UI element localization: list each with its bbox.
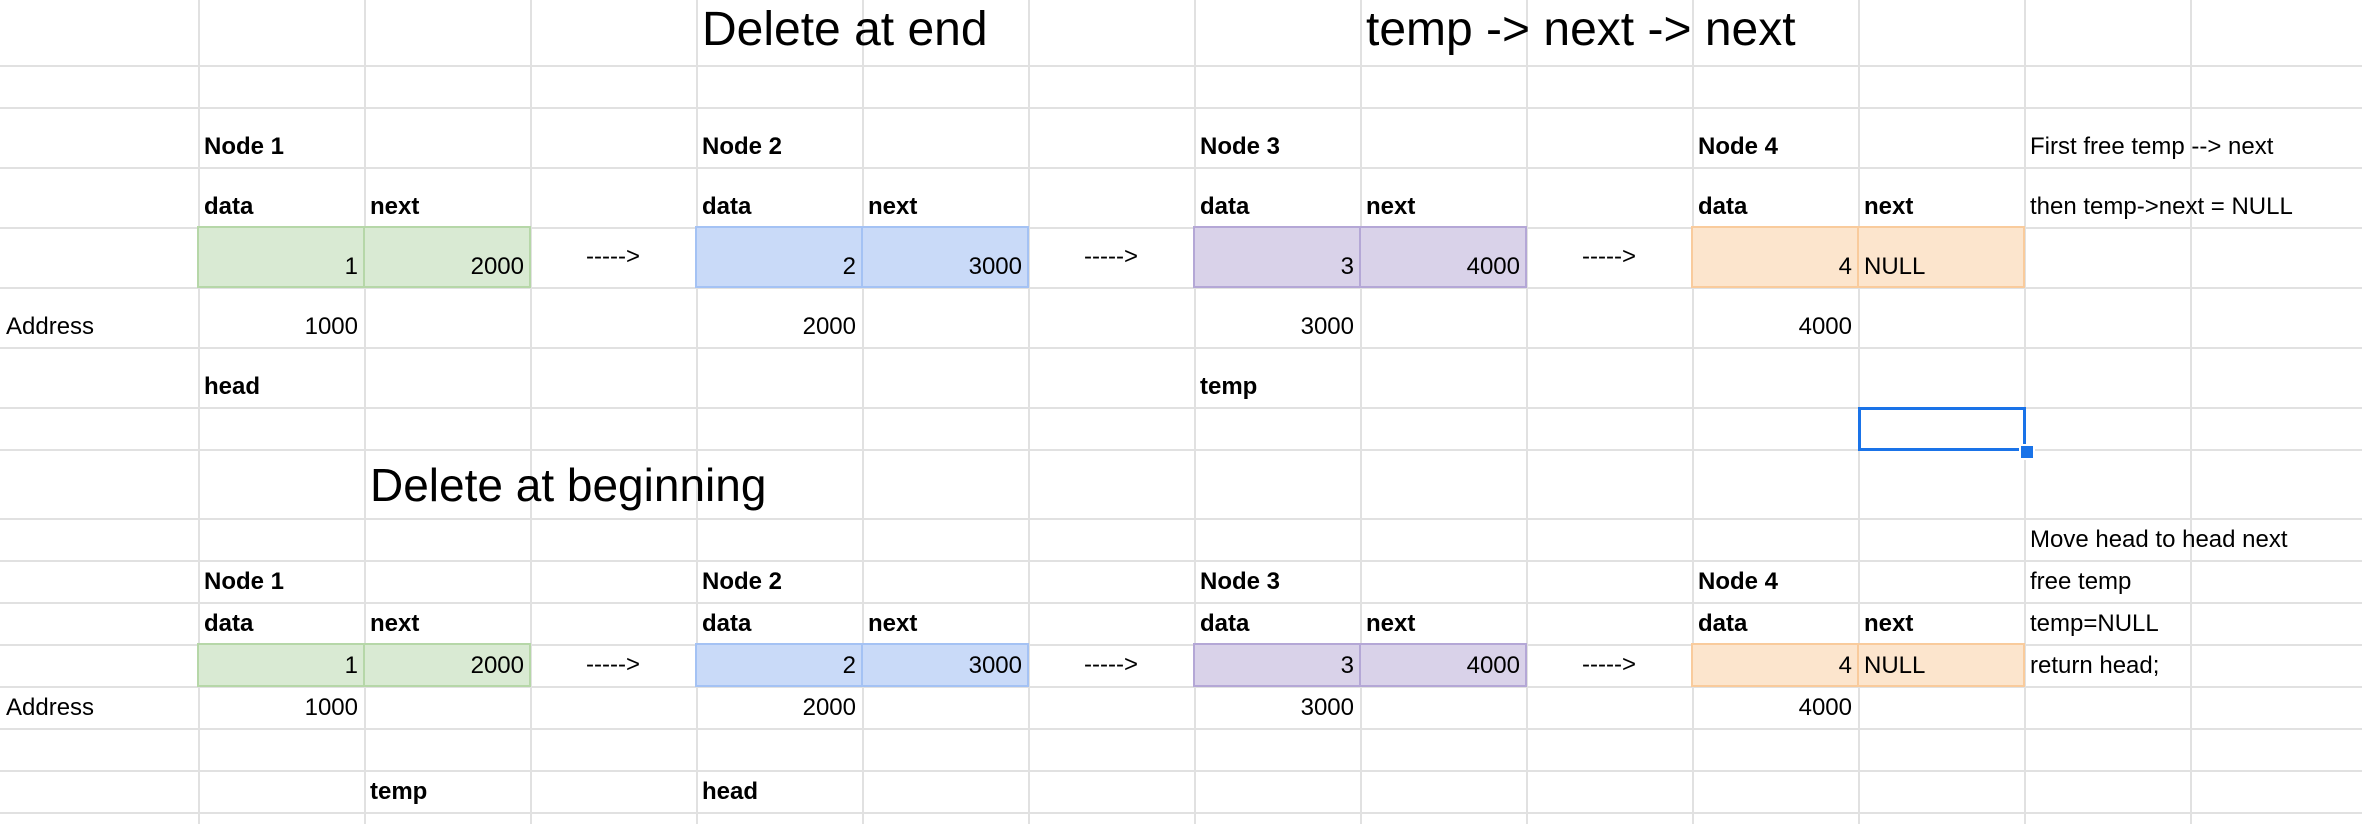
node2-data-cell[interactable]: 2 (695, 226, 863, 288)
gridline (2190, 0, 2192, 824)
arrow: -----> (1084, 243, 1138, 270)
data-header: data (702, 193, 752, 220)
node3-data-cell[interactable]: 3 (1193, 643, 1361, 687)
gridline (364, 0, 366, 824)
data-header: data (1200, 610, 1250, 637)
next-header: next (370, 610, 420, 637)
gridline (862, 0, 864, 824)
gridline (0, 602, 2362, 604)
node4-next-cell[interactable]: NULL (1857, 643, 2025, 687)
gridline (0, 407, 2362, 409)
address-label: Address (6, 694, 95, 721)
next-header: next (370, 193, 420, 220)
gridline (1692, 0, 1694, 824)
gridline (0, 644, 2362, 646)
address-label: Address (6, 313, 95, 340)
next-header: next (1864, 610, 1914, 637)
gridline (0, 560, 2362, 562)
gridline (0, 770, 2362, 772)
gridline (0, 65, 2362, 67)
node1-next-cell[interactable]: 2000 (363, 226, 531, 288)
gridline (0, 347, 2362, 349)
gridline (0, 287, 2362, 289)
gridline (1360, 0, 1362, 824)
node2-label: Node 2 (702, 133, 783, 160)
gridline (0, 812, 2362, 814)
node2-next-cell[interactable]: 3000 (861, 226, 1029, 288)
gridline (696, 0, 698, 824)
node1-label: Node 1 (204, 133, 285, 160)
node1-data-cell[interactable]: 1 (197, 643, 365, 687)
note-line: First free temp --> next (2030, 133, 2274, 160)
data-header: data (204, 610, 254, 637)
gridline (0, 728, 2362, 730)
node2-next-cell[interactable]: 3000 (861, 643, 1029, 687)
node1-label: Node 1 (204, 568, 285, 595)
node4-data-cell[interactable]: 4 (1691, 643, 1859, 687)
node2-address: 2000 (802, 694, 856, 721)
gridline (0, 107, 2362, 109)
head-pointer-label: head (702, 778, 759, 805)
arrow: -----> (586, 243, 640, 270)
title-delete-at-beginning: Delete at beginning (370, 459, 767, 511)
data-header: data (702, 610, 752, 637)
node1-data-cell[interactable]: 1 (197, 226, 365, 288)
data-header: data (1698, 610, 1748, 637)
node4-address: 4000 (1798, 694, 1852, 721)
arrow: -----> (1084, 651, 1138, 678)
next-header: next (1864, 193, 1914, 220)
note-line: temp=NULL (2030, 610, 2159, 637)
gridline (0, 227, 2362, 229)
node3-next-cell[interactable]: 4000 (1359, 226, 1527, 288)
gridline (198, 0, 200, 824)
node3-address: 3000 (1300, 313, 1354, 340)
node4-data-cell[interactable]: 4 (1691, 226, 1859, 288)
gridline (1028, 0, 1030, 824)
arrow: -----> (1582, 243, 1636, 270)
node3-label: Node 3 (1200, 568, 1281, 595)
data-header: data (1200, 193, 1250, 220)
node3-address: 3000 (1300, 694, 1354, 721)
node4-next-cell[interactable]: NULL (1857, 226, 2025, 288)
node2-label: Node 2 (702, 568, 783, 595)
gridline (530, 0, 532, 824)
node1-next-cell[interactable]: 2000 (363, 643, 531, 687)
next-header: next (1366, 610, 1416, 637)
arrow: -----> (1582, 651, 1636, 678)
title-temp-next-next: temp -> next -> next (1366, 3, 1796, 56)
gridline (0, 167, 2362, 169)
note-line: Move head to head next (2030, 526, 2288, 553)
node3-data-cell[interactable]: 3 (1193, 226, 1361, 288)
arrow: -----> (586, 651, 640, 678)
note-line: free temp (2030, 568, 2132, 595)
gridline (0, 518, 2362, 520)
node2-data-cell[interactable]: 2 (695, 643, 863, 687)
gridline (1526, 0, 1528, 824)
gridline (0, 449, 2362, 451)
selected-cell[interactable] (1858, 407, 2026, 451)
note-line: then temp->next = NULL (2030, 193, 2293, 220)
node2-address: 2000 (802, 313, 856, 340)
gridline (0, 686, 2362, 688)
node1-address: 1000 (304, 313, 358, 340)
node3-label: Node 3 (1200, 133, 1281, 160)
data-header: data (1698, 193, 1748, 220)
node4-label: Node 4 (1698, 133, 1779, 160)
node1-address: 1000 (304, 694, 358, 721)
head-pointer-label: head (204, 373, 261, 400)
node4-address: 4000 (1798, 313, 1852, 340)
next-header: next (1366, 193, 1416, 220)
fill-handle[interactable] (2019, 444, 2035, 460)
data-header: data (204, 193, 254, 220)
next-header: next (868, 193, 918, 220)
next-header: next (868, 610, 918, 637)
temp-pointer-label: temp (370, 778, 428, 805)
node4-label: Node 4 (1698, 568, 1779, 595)
title-delete-at-end: Delete at end (702, 3, 988, 56)
gridline (1194, 0, 1196, 824)
note-line: return head; (2030, 652, 2160, 679)
node3-next-cell[interactable]: 4000 (1359, 643, 1527, 687)
temp-pointer-label: temp (1200, 373, 1258, 400)
